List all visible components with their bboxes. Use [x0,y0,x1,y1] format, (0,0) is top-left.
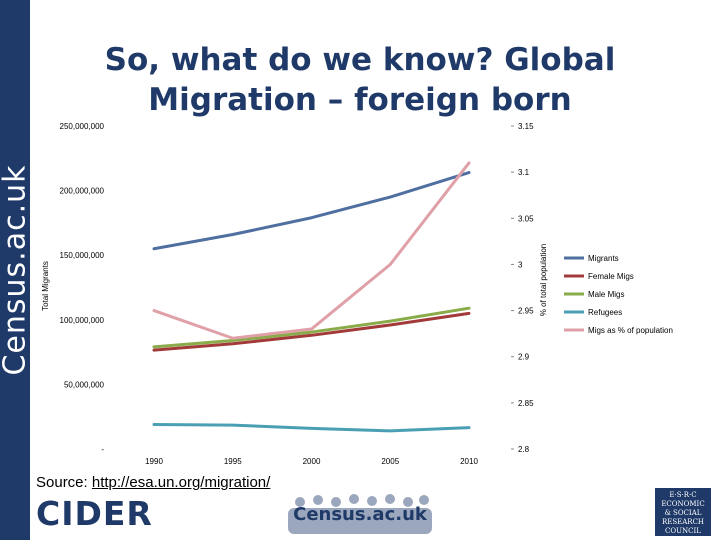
census-logo: Census.ac.uk [288,494,432,534]
cider-logo: CIDER [36,494,153,533]
y-tick-label: 200,000,000 [60,187,105,196]
x-tick-label: 2005 [381,457,399,466]
y2-tick-label: 2.9 [518,353,530,362]
y-axis-label: Total Migrants [41,261,50,311]
y-tick-label: 50,000,000 [64,380,105,389]
series-line [152,306,471,349]
esrc-logo-line: & SOCIAL [664,509,702,517]
y-tick-label: 150,000,000 [60,251,105,260]
source-link[interactable]: http://esa.un.org/migration/ [91,474,271,491]
esrc-logo-line: ECONOMIC [661,500,705,508]
esrc-logo: E·S·R·C ECONOMIC & SOCIAL RESEARCH COUNC… [655,488,711,536]
y2-tick-label: 2.85 [518,399,534,408]
legend-label: Migs as % of population [588,326,673,335]
source-prefix: Source: [36,474,92,491]
x-tick-label: 1995 [224,457,242,466]
y2-tick-label: 3.1 [518,168,530,177]
y2-tick-label: 3.05 [518,214,534,223]
sidebar-banner: Census.ac.uk [0,0,33,540]
series-line [152,422,471,433]
y-tick-label: 250,000,000 [60,122,105,131]
esrc-logo-line: E·S·R·C [669,491,697,499]
census-logo-text: Census.ac.uk [293,504,427,525]
y2-tick-label: 2.95 [518,307,534,316]
cider-logo-text: CIDER [36,494,153,533]
legend-label: Male Migs [588,290,624,299]
x-tick-label: 2000 [303,457,321,466]
y-tick-label: - [101,445,104,454]
y2-tick-label: 2.8 [518,445,530,454]
esrc-logo-line: COUNCIL [665,527,701,535]
esrc-logo-line: RESEARCH [661,518,705,526]
series-line [152,161,471,340]
legend-label: Migrants [588,254,619,263]
y-tick-label: 100,000,000 [60,316,105,325]
y2-tick-label: 3.15 [518,122,534,131]
legend-label: Refugees [588,308,622,317]
y2-tick-label: 3 [518,260,523,269]
census-logo-figures [288,494,432,534]
slide-title: So, what do we know? Global Migration – … [104,42,616,118]
series-line [152,311,471,352]
y2-axis-label: % of total population [539,244,548,317]
x-tick-label: 2010 [460,457,478,466]
x-tick-label: 1990 [145,457,163,466]
legend-label: Female Migs [588,272,634,281]
series-line [152,171,471,251]
source-citation: Source: http://esa.un.org/migration/ [36,474,270,491]
